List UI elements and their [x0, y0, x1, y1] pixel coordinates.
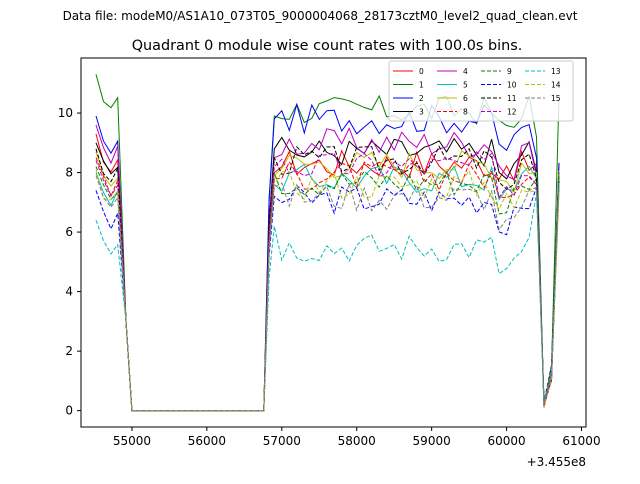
y-tick-label: 2: [65, 344, 73, 358]
series-line-4: [95, 124, 560, 412]
legend-label: 15: [551, 94, 561, 103]
y-axis: 0 2 4 6 8 10: [58, 106, 81, 418]
series-line-2: [95, 102, 560, 412]
x-axis-offset-label: +3.455e8: [527, 455, 586, 469]
x-tick-label: 59000: [413, 434, 451, 448]
legend-box: [388, 60, 574, 122]
series-line-12: [95, 151, 560, 412]
x-tick-label: 55000: [113, 434, 151, 448]
legend-label: 14: [551, 81, 561, 90]
legend-label: 1: [419, 81, 424, 90]
chart-title: Quadrant 0 module wise count rates with …: [132, 38, 523, 54]
series-line-5: [95, 163, 560, 412]
legend-label: 3: [419, 108, 424, 117]
legend-label: 10: [507, 81, 517, 90]
series-line-14: [95, 169, 560, 412]
chart-suptitle: Data file: modeM0/AS1A10_073T05_90000040…: [63, 9, 578, 23]
x-axis: 55000 56000 57000 58000 59000 60000 61000: [113, 427, 601, 448]
series-layer: [95, 74, 560, 412]
legend-label: 11: [507, 94, 517, 103]
series-line-8: [95, 157, 560, 412]
legend-label: 9: [507, 67, 512, 76]
series-line-13: [95, 182, 560, 412]
legend-label: 8: [463, 108, 468, 117]
series-line-9: [95, 166, 560, 412]
series-line-15: [95, 175, 560, 412]
legend-label: 0: [419, 67, 424, 76]
y-tick-label: 6: [65, 225, 73, 239]
y-tick-label: 10: [58, 106, 73, 120]
legend-label: 6: [463, 94, 468, 103]
axes-frame: [80, 57, 587, 428]
x-tick-label: 60000: [487, 434, 525, 448]
y-tick-label: 8: [65, 166, 73, 180]
y-tick-label: 0: [65, 404, 73, 418]
legend-label: 12: [507, 108, 517, 117]
legend-label: 4: [463, 67, 468, 76]
y-tick-label: 4: [65, 285, 73, 299]
series-line-11: [95, 145, 560, 412]
legend-label: 13: [551, 67, 561, 76]
x-tick-label: 57000: [263, 434, 301, 448]
x-tick-label: 61000: [562, 434, 600, 448]
series-line-1: [95, 74, 560, 412]
x-tick-label: 58000: [338, 434, 376, 448]
x-tick-label: 56000: [188, 434, 226, 448]
legend-label: 2: [419, 94, 424, 103]
series-line-10: [95, 181, 560, 412]
legend-label: 5: [463, 81, 468, 90]
